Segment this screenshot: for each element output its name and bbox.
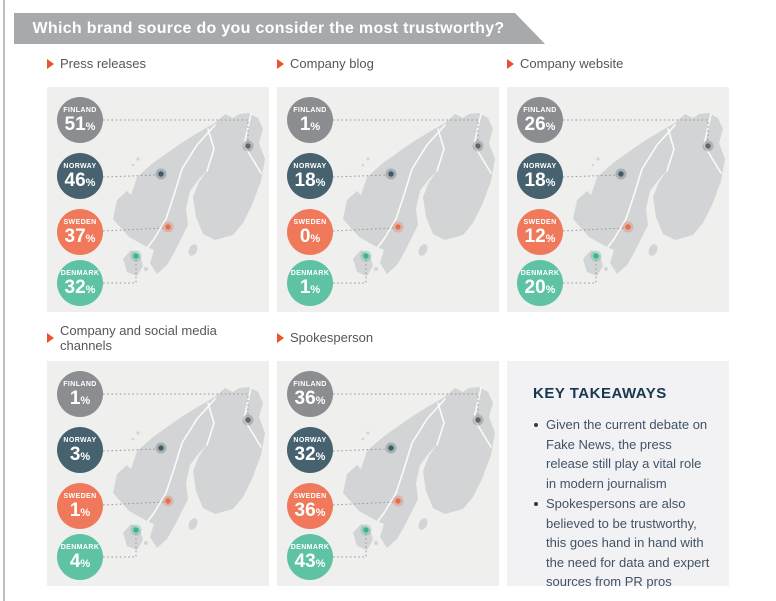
stat-value: 1% xyxy=(299,113,321,135)
map-panel: FINLAND 1% NORWAY 18% SWEDEN 0% DENMARK … xyxy=(277,87,499,312)
country-label: NORWAY xyxy=(63,436,97,444)
panel-title-label: Spokesperson xyxy=(290,330,374,345)
stat-bubble-sweden: SWEDEN 36% xyxy=(287,483,333,529)
takeaways-title: KEY TAKEAWAYS xyxy=(533,385,667,402)
key-takeaways-panel: KEY TAKEAWAYS Given the current debate o… xyxy=(507,361,729,589)
stat-bubble-norway: NORWAY 18% xyxy=(287,153,333,199)
stat-value: 1% xyxy=(69,499,91,521)
stat-bubble-finland: FINLAND 26% xyxy=(517,97,563,143)
stat-value: 18% xyxy=(524,169,556,191)
panel-title-label: Press releases xyxy=(60,56,146,71)
stat-value: 36% xyxy=(294,499,326,521)
stat-value: 18% xyxy=(294,169,326,191)
stat-bubble-sweden: SWEDEN 12% xyxy=(517,209,563,255)
stat-bubble-sweden: SWEDEN 37% xyxy=(57,209,103,255)
header-banner: Which brand source do you consider the m… xyxy=(14,13,545,44)
country-label: SWEDEN xyxy=(63,492,97,500)
country-label: NORWAY xyxy=(523,162,557,170)
stat-bubble-denmark: DENMARK 20% xyxy=(517,260,563,306)
stat-value: 12% xyxy=(524,225,556,247)
country-label: SWEDEN xyxy=(293,492,327,500)
panel-title-label: Company and social media channels xyxy=(60,322,217,353)
country-label: FINLAND xyxy=(293,106,327,114)
stat-value: 20% xyxy=(524,276,556,298)
map-panel: FINLAND 1% NORWAY 3% SWEDEN 1% DENMARK 4… xyxy=(47,361,269,586)
country-label: NORWAY xyxy=(293,162,327,170)
panel-title: Company and social media channels xyxy=(47,323,269,353)
panel-title: Press releases xyxy=(47,56,269,71)
country-label: FINLAND xyxy=(523,106,557,114)
panel-company-website: Company website FINLAND 26% NORWAY 18% S… xyxy=(507,56,729,312)
section-bullet-icon xyxy=(507,58,514,69)
stat-value: 0% xyxy=(299,225,321,247)
map-panel: FINLAND 51% NORWAY 46% SWEDEN 37% DENMAR… xyxy=(47,87,269,312)
stat-value: 32% xyxy=(294,443,326,465)
country-label: DENMARK xyxy=(60,269,100,277)
section-bullet-icon xyxy=(277,332,284,343)
country-label: FINLAND xyxy=(63,380,97,388)
panel-title: Spokesperson xyxy=(277,330,499,345)
country-label: SWEDEN xyxy=(523,218,557,226)
country-label: FINLAND xyxy=(63,106,97,114)
country-label: NORWAY xyxy=(293,436,327,444)
panel-title: Company blog xyxy=(277,56,499,71)
stat-value: 46% xyxy=(64,169,96,191)
stat-bubble-finland: FINLAND 1% xyxy=(287,97,333,143)
stat-value: 1% xyxy=(69,387,91,409)
section-bullet-icon xyxy=(277,58,284,69)
stat-bubble-norway: NORWAY 32% xyxy=(287,427,333,473)
stat-bubble-sweden: SWEDEN 0% xyxy=(287,209,333,255)
takeaways-list: Given the current debate on Fake News, t… xyxy=(533,415,715,592)
stat-bubble-denmark: DENMARK 1% xyxy=(287,260,333,306)
map-panel: FINLAND 26% NORWAY 18% SWEDEN 12% DENMAR… xyxy=(507,87,729,312)
country-label: DENMARK xyxy=(290,269,330,277)
stat-bubble-sweden: SWEDEN 1% xyxy=(57,483,103,529)
stat-bubble-denmark: DENMARK 43% xyxy=(287,534,333,580)
stat-value: 37% xyxy=(64,225,96,247)
stat-bubble-denmark: DENMARK 32% xyxy=(57,260,103,306)
stat-value: 26% xyxy=(524,113,556,135)
country-label: SWEDEN xyxy=(293,218,327,226)
panel-title-label: Company website xyxy=(520,56,624,71)
panel-social-media-channels: Company and social media channels FINLAN… xyxy=(47,323,269,586)
panel-spokesperson: Spokesperson FINLAND 36% NORWAY 32% SWED… xyxy=(277,330,499,586)
stat-value: 51% xyxy=(64,113,96,135)
stat-bubble-finland: FINLAND 1% xyxy=(57,371,103,417)
panel-title: Company website xyxy=(507,56,729,71)
stat-value: 3% xyxy=(69,443,91,465)
map-panel: FINLAND 36% NORWAY 32% SWEDEN 36% DENMAR… xyxy=(277,361,499,586)
stat-bubble-norway: NORWAY 3% xyxy=(57,427,103,473)
page-title: Which brand source do you consider the m… xyxy=(32,19,505,37)
country-label: FINLAND xyxy=(293,380,327,388)
country-label: NORWAY xyxy=(63,162,97,170)
section-bullet-icon xyxy=(47,332,54,343)
stat-value: 1% xyxy=(299,276,321,298)
country-label: DENMARK xyxy=(290,543,330,551)
country-label: DENMARK xyxy=(520,269,560,277)
takeaway-item: Given the current debate on Fake News, t… xyxy=(533,415,715,493)
stat-bubble-denmark: DENMARK 4% xyxy=(57,534,103,580)
page-left-border xyxy=(3,0,5,601)
country-label: SWEDEN xyxy=(63,218,97,226)
panel-press-releases: Press releases FINLAND 51% NORWAY 46% SW… xyxy=(47,56,269,312)
stat-bubble-finland: FINLAND 51% xyxy=(57,97,103,143)
stat-value: 4% xyxy=(69,550,91,572)
panel-company-blog: Company blog FINLAND 1% NORWAY 18% SWEDE… xyxy=(277,56,499,312)
stat-bubble-finland: FINLAND 36% xyxy=(287,371,333,417)
stat-bubble-norway: NORWAY 18% xyxy=(517,153,563,199)
stat-bubble-norway: NORWAY 46% xyxy=(57,153,103,199)
panel-title-label: Company blog xyxy=(290,56,374,71)
stat-value: 36% xyxy=(294,387,326,409)
takeaway-item: Spokespersons are also believed to be tr… xyxy=(533,494,715,592)
section-bullet-icon xyxy=(47,58,54,69)
stat-value: 32% xyxy=(64,276,96,298)
country-label: DENMARK xyxy=(60,543,100,551)
stat-value: 43% xyxy=(294,550,326,572)
